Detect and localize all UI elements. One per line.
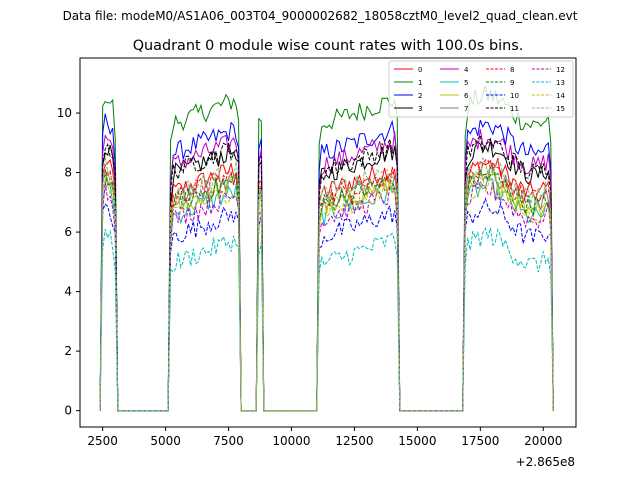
- legend-label-8: 8: [510, 66, 514, 74]
- series-line-4: [99, 129, 554, 412]
- y-tick-label: 2: [64, 344, 72, 358]
- suptitle: Data file: modeM0/AS1A06_003T04_90000026…: [63, 9, 578, 23]
- x-tick-label: 2500: [87, 434, 118, 448]
- y-tick-label: 6: [64, 225, 72, 239]
- x-tick-label: 15000: [398, 434, 436, 448]
- legend-label-9: 9: [510, 79, 514, 87]
- legend-label-14: 14: [556, 92, 565, 100]
- legend-label-13: 13: [556, 79, 565, 87]
- y-tick-label: 0: [64, 404, 72, 418]
- legend-label-2: 2: [418, 92, 422, 100]
- series-line-9: [99, 168, 554, 412]
- legend-label-1: 1: [418, 79, 422, 87]
- x-offset-label: +2.865e8: [516, 455, 575, 469]
- y-axis: 0 2 4 6 8 10: [57, 106, 80, 418]
- series-line-11: [99, 133, 554, 412]
- series-line-0: [99, 157, 554, 412]
- chart-title: Quadrant 0 module wise count rates with …: [133, 38, 524, 54]
- legend-frame: [388, 60, 574, 118]
- series-layer: [99, 85, 554, 412]
- legend-label-12: 12: [556, 66, 565, 74]
- series-line-15: [99, 156, 554, 412]
- legend-label-6: 6: [464, 92, 469, 100]
- legend-label-10: 10: [510, 92, 519, 100]
- legend-label-11: 11: [510, 105, 519, 113]
- x-tick-label: 5000: [150, 434, 181, 448]
- series-line-13: [99, 227, 554, 412]
- series-line-2: [99, 113, 554, 412]
- series-line-14: [99, 176, 554, 412]
- legend-label-5: 5: [464, 79, 468, 87]
- legend-label-3: 3: [418, 105, 422, 113]
- x-tick-label: 12500: [335, 434, 373, 448]
- legend-label-4: 4: [464, 66, 469, 74]
- series-line-3: [99, 140, 554, 412]
- y-tick-label: 4: [64, 285, 72, 299]
- x-axis: 2500 5000 7500 10000 12500 15000 17500 20000: [87, 427, 562, 448]
- y-tick-label: 10: [57, 106, 72, 120]
- axes-frame: [79, 57, 577, 428]
- y-tick-label: 8: [64, 166, 72, 180]
- x-tick-label: 17500: [461, 434, 499, 448]
- legend-label-15: 15: [556, 105, 565, 113]
- series-line-12: [99, 181, 554, 412]
- x-tick-label: 20000: [524, 434, 562, 448]
- legend-label-7: 7: [464, 105, 468, 113]
- axes-background: [80, 58, 576, 427]
- legend-label-0: 0: [418, 66, 422, 74]
- series-line-10: [99, 197, 554, 412]
- series-line-8: [99, 159, 554, 412]
- x-tick-label: 7500: [213, 434, 244, 448]
- x-tick-label: 10000: [272, 434, 310, 448]
- plot-area: [79, 57, 577, 428]
- series-line-5: [99, 176, 554, 412]
